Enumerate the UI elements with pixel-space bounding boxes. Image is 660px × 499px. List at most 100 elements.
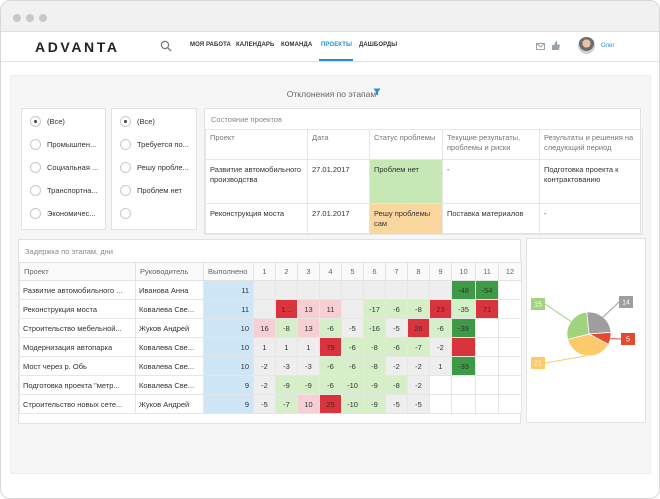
table-row[interactable]: Подготовка проекта "метр... Ковалева Све.… — [19, 375, 522, 395]
like-icon[interactable] — [551, 41, 560, 50]
radio-icon[interactable] — [120, 138, 131, 150]
table-row[interactable]: Строительство новых сете... Жуков Андрей 9… — [19, 394, 522, 414]
col-header[interactable]: 12 — [498, 262, 522, 281]
cell-manager: Ковалева Све... — [135, 337, 204, 357]
radio-selected-icon[interactable] — [120, 115, 131, 127]
cell-manager: Ковалева Све... — [135, 356, 204, 376]
cell-current: Поставка материалов — [442, 203, 540, 235]
pie-slice[interactable] — [567, 333, 609, 357]
nav-calendar[interactable]: КАЛЕНДАРЬ — [236, 42, 275, 48]
cell-stage-delay: 26 — [407, 318, 430, 338]
pie-slice[interactable] — [586, 311, 612, 335]
cell-stage-delay: -6 — [319, 318, 342, 338]
radio-icon[interactable] — [30, 207, 41, 219]
table-row[interactable]: Строительство мебельной... Жуков Андрей 10… — [19, 318, 522, 338]
filter1-option[interactable]: Транспортна... — [30, 183, 98, 197]
col-header[interactable]: 9 — [429, 262, 452, 281]
delay-table: Проект Руководитель Выполнено 1 2 3 4 5 … — [19, 262, 522, 414]
window-dot-icon[interactable] — [13, 14, 21, 22]
cell-stage-delay — [297, 280, 320, 300]
app-logo[interactable]: ADVANTA — [35, 39, 120, 55]
search-icon[interactable] — [160, 40, 172, 52]
cell-manager: Ковалева Све... — [135, 299, 204, 319]
col-header[interactable]: Выполнено — [203, 262, 254, 281]
table-row[interactable]: Реконструкция моста Ковалева Све... 11 1...… — [19, 299, 522, 319]
filter2-option[interactable] — [120, 206, 137, 220]
filter2-option[interactable]: Решу пробле... — [120, 160, 189, 174]
radio-icon[interactable] — [30, 138, 41, 150]
cell-stage-delay — [253, 280, 276, 300]
nav-team[interactable]: КОМАНДА — [281, 42, 313, 48]
pie-label-box — [619, 296, 633, 308]
filter1-option[interactable]: Социальная ... — [30, 160, 98, 174]
col-header[interactable]: Проект — [19, 262, 136, 281]
nav-dashboards[interactable]: ДАШБОРДЫ — [359, 42, 398, 48]
cell-project: Строительство новых сете... — [19, 394, 136, 414]
cell-stage-delay: -8 — [275, 318, 298, 338]
user-name[interactable]: Олег — [601, 43, 615, 49]
table-row[interactable]: Реконструкция моста 27.01.2017 Решу проб… — [205, 203, 643, 235]
radio-icon[interactable] — [120, 207, 131, 219]
col-header[interactable]: 8 — [407, 262, 430, 281]
filter2-option[interactable]: Проблем нет — [120, 183, 182, 197]
nav-my-work[interactable]: МОЯ РАБОТА — [190, 42, 231, 48]
table-row[interactable]: Мост через р. Обь Ковалева Све... 10 -2 -3 -3… — [19, 356, 522, 376]
cell-date: 27.01.2017 — [307, 159, 370, 204]
filter1-option[interactable]: Промышлен... — [30, 137, 96, 151]
cell-stage-delay: -7 — [275, 394, 298, 414]
pie-label-box — [621, 333, 635, 345]
cell-stage-delay — [498, 318, 522, 338]
col-header[interactable]: 6 — [363, 262, 386, 281]
cell-stage-delay: -8 — [363, 337, 386, 357]
cell-stage-delay — [475, 394, 499, 414]
table-row[interactable]: Развитие автомобильного ... Иванова Анна 1… — [19, 280, 522, 300]
cell-stage-delay: 71 — [475, 299, 499, 319]
table-header-row: Проект Дата Статус проблемы Текущие резу… — [205, 129, 643, 160]
col-header[interactable]: 10 — [451, 262, 476, 281]
col-header[interactable]: 11 — [475, 262, 499, 281]
col-header[interactable]: Текущие результаты, проблемы и риски — [442, 129, 540, 160]
radio-icon[interactable] — [30, 184, 41, 196]
cell-project: Реконструкция моста — [19, 299, 136, 319]
cell-stage-delay — [475, 337, 499, 357]
delay-panel-title: Задержка по этапам, дни — [25, 247, 113, 256]
mail-icon[interactable] — [536, 43, 545, 50]
cell-done: 9 — [203, 375, 254, 395]
col-header[interactable]: Статус проблемы — [369, 129, 443, 160]
window-dot-icon[interactable] — [39, 14, 47, 22]
status-filter: (Все) Требуется по... Решу пробле... Про… — [111, 108, 197, 230]
pie-slice[interactable] — [566, 311, 590, 340]
table-row[interactable]: Модернизация автопарка Ковалева Све... 10 1… — [19, 337, 522, 357]
filter-funnel-icon[interactable] — [373, 88, 381, 96]
col-header[interactable]: 1 — [253, 262, 276, 281]
col-header[interactable]: 5 — [341, 262, 364, 281]
window-dot-icon[interactable] — [26, 14, 34, 22]
table-row[interactable]: Развитие автомобильного производства 27.… — [205, 159, 643, 204]
nav-projects[interactable]: ПРОЕКТЫ — [321, 42, 352, 48]
col-header[interactable]: Проект — [205, 129, 308, 160]
col-header[interactable]: Дата — [307, 129, 370, 160]
user-avatar[interactable] — [578, 37, 595, 54]
cell-stage-delay — [451, 375, 476, 395]
col-header[interactable]: Руководитель — [135, 262, 204, 281]
filter1-option[interactable]: Экономичес... — [30, 206, 96, 220]
filter1-option[interactable]: (Все) — [30, 114, 65, 128]
cell-stage-delay: -6 — [385, 337, 408, 357]
pie-chart-panel: 14 5 21 15 — [526, 238, 646, 423]
col-header[interactable]: 4 — [319, 262, 342, 281]
filter2-option[interactable]: (Все) — [120, 114, 155, 128]
radio-icon[interactable] — [120, 161, 131, 173]
radio-icon[interactable] — [120, 184, 131, 196]
col-header[interactable]: 3 — [297, 262, 320, 281]
col-header[interactable]: 7 — [385, 262, 408, 281]
cell-stage-delay: -8 — [363, 356, 386, 376]
filter2-option[interactable]: Требуется по... — [120, 137, 189, 151]
cell-stage-delay: -9 — [363, 394, 386, 414]
radio-selected-icon[interactable] — [30, 115, 41, 127]
radio-icon[interactable] — [30, 161, 41, 173]
col-header[interactable]: 2 — [275, 262, 298, 281]
cell-stage-delay: -6 — [341, 356, 364, 376]
cell-stage-delay: -6 — [319, 356, 342, 376]
col-header[interactable]: Результаты и решения на следующий период — [539, 129, 643, 160]
